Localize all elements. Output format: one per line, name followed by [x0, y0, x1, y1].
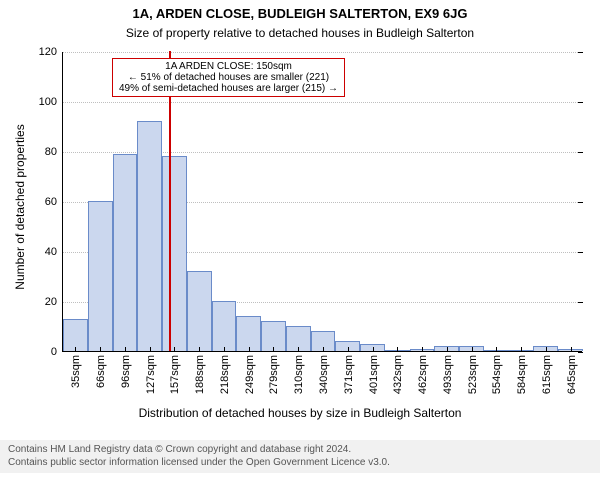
x-tick-label: 584sqm	[516, 351, 528, 394]
x-axis-label: Distribution of detached houses by size …	[0, 406, 600, 420]
bar	[162, 156, 187, 351]
bar	[236, 316, 261, 351]
gridline	[63, 102, 582, 103]
x-tick-label: 96sqm	[120, 351, 132, 388]
x-tick-label: 310sqm	[293, 351, 305, 394]
annotation-line: ← 51% of detached houses are smaller (22…	[119, 72, 338, 83]
x-tick-label: 127sqm	[145, 351, 157, 394]
bar	[187, 271, 212, 351]
y-tick-label: 0	[51, 346, 63, 358]
footer-attribution: Contains HM Land Registry data © Crown c…	[0, 440, 600, 473]
gridline	[63, 52, 582, 53]
bar	[88, 201, 113, 351]
annotation-line: 49% of semi-detached houses are larger (…	[119, 83, 338, 94]
x-tick-label: 432sqm	[392, 351, 404, 394]
chart-container: 1A, ARDEN CLOSE, BUDLEIGH SALTERTON, EX9…	[0, 0, 600, 500]
x-tick-label: 615sqm	[541, 351, 553, 394]
chart-title-main: 1A, ARDEN CLOSE, BUDLEIGH SALTERTON, EX9…	[0, 6, 600, 21]
x-tick-label: 340sqm	[318, 351, 330, 394]
x-tick-label: 218sqm	[219, 351, 231, 394]
y-tick-label: 80	[45, 146, 63, 158]
x-tick-label: 157sqm	[169, 351, 181, 394]
x-tick-label: 35sqm	[70, 351, 82, 388]
x-tick-label: 493sqm	[442, 351, 454, 394]
x-tick-label: 645sqm	[566, 351, 578, 394]
bar	[113, 154, 138, 352]
chart-title-sub: Size of property relative to detached ho…	[0, 26, 600, 40]
x-tick-label: 188sqm	[194, 351, 206, 394]
y-tick-label: 100	[39, 96, 63, 108]
annotation-box: 1A ARDEN CLOSE: 150sqm← 51% of detached …	[112, 58, 345, 97]
annotation-line: 1A ARDEN CLOSE: 150sqm	[119, 61, 338, 72]
y-tick-label: 60	[45, 196, 63, 208]
bar	[212, 301, 237, 351]
x-tick-label: 66sqm	[95, 351, 107, 388]
footer-line-2: Contains public sector information licen…	[8, 457, 592, 470]
y-axis-label: Number of detached properties	[13, 107, 27, 307]
x-tick-label: 371sqm	[343, 351, 355, 394]
x-tick-label: 401sqm	[368, 351, 380, 394]
y-tick-label: 120	[39, 46, 63, 58]
x-tick-label: 523sqm	[467, 351, 479, 394]
y-tick-label: 20	[45, 296, 63, 308]
plot-area: 02040608010012035sqm66sqm96sqm127sqm157s…	[62, 52, 582, 352]
x-tick-label: 249sqm	[244, 351, 256, 394]
y-tick-label: 40	[45, 246, 63, 258]
footer-line-1: Contains HM Land Registry data © Crown c…	[8, 444, 592, 457]
bar	[137, 121, 162, 351]
x-tick-label: 462sqm	[417, 351, 429, 394]
x-tick-label: 554sqm	[491, 351, 503, 394]
x-tick-label: 279sqm	[268, 351, 280, 394]
